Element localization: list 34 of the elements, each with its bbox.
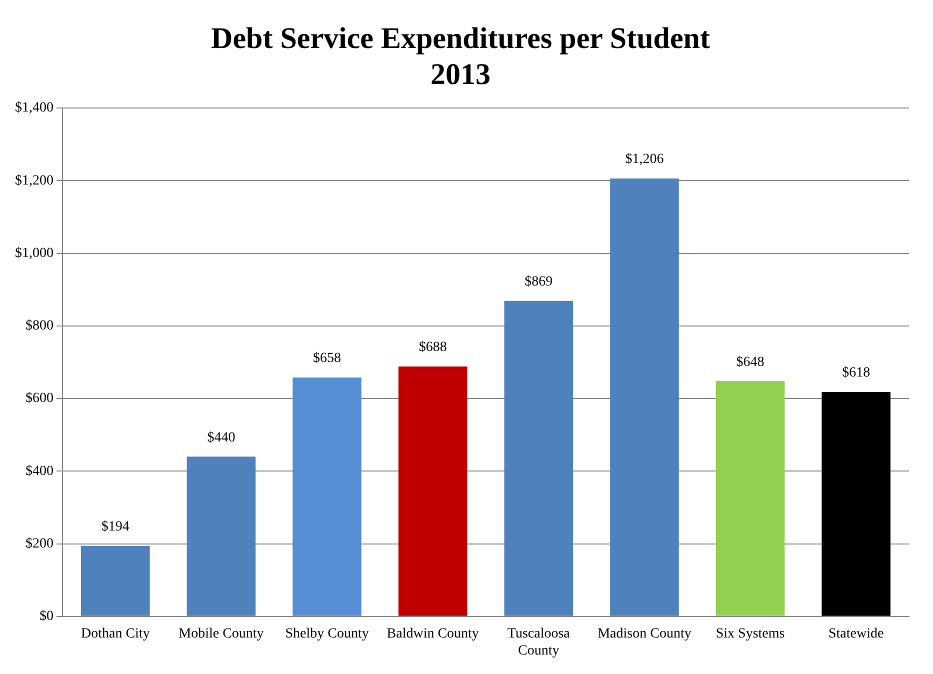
bar [716,381,785,616]
x-tick-label: Madison County [598,626,692,642]
x-tick-label: Dothan City [80,626,150,642]
bar [822,392,890,616]
x-tick-label: Baldwin County [386,626,479,642]
data-label: $194 [101,520,130,535]
y-tick-label: $800 [26,318,54,334]
y-tick-label: $600 [26,391,54,406]
x-tick-label: Six Systems [716,626,785,642]
data-label: $440 [207,430,236,446]
x-tick-label: Shelby County [285,626,369,642]
bar [504,300,574,616]
y-tick-label: $400 [26,464,54,479]
data-label: $688 [418,340,447,356]
y-tick-label: $1,400 [15,100,54,116]
y-tick-label: $1,200 [15,173,54,188]
y-tick-label: $0 [40,609,54,624]
bar [292,377,362,616]
bar [186,456,256,616]
data-label: $869 [524,274,553,290]
chart-subtitle: 2013 [430,58,490,91]
bar [398,366,468,616]
bar [610,178,679,616]
y-tick-label: $200 [26,536,54,552]
y-tick-label: $1,000 [15,246,54,261]
x-tick-label: Mobile County [178,626,264,642]
chart-title: Debt Service Expenditures per Student [211,22,710,55]
data-label: $658 [313,351,342,366]
x-tick-label: Statewide [828,626,884,642]
data-label: $1,206 [625,152,664,168]
data-label: $648 [736,354,764,370]
data-label: $618 [842,366,870,381]
x-tick-label: Tuscaloosa County [507,626,571,658]
bar [81,546,150,616]
